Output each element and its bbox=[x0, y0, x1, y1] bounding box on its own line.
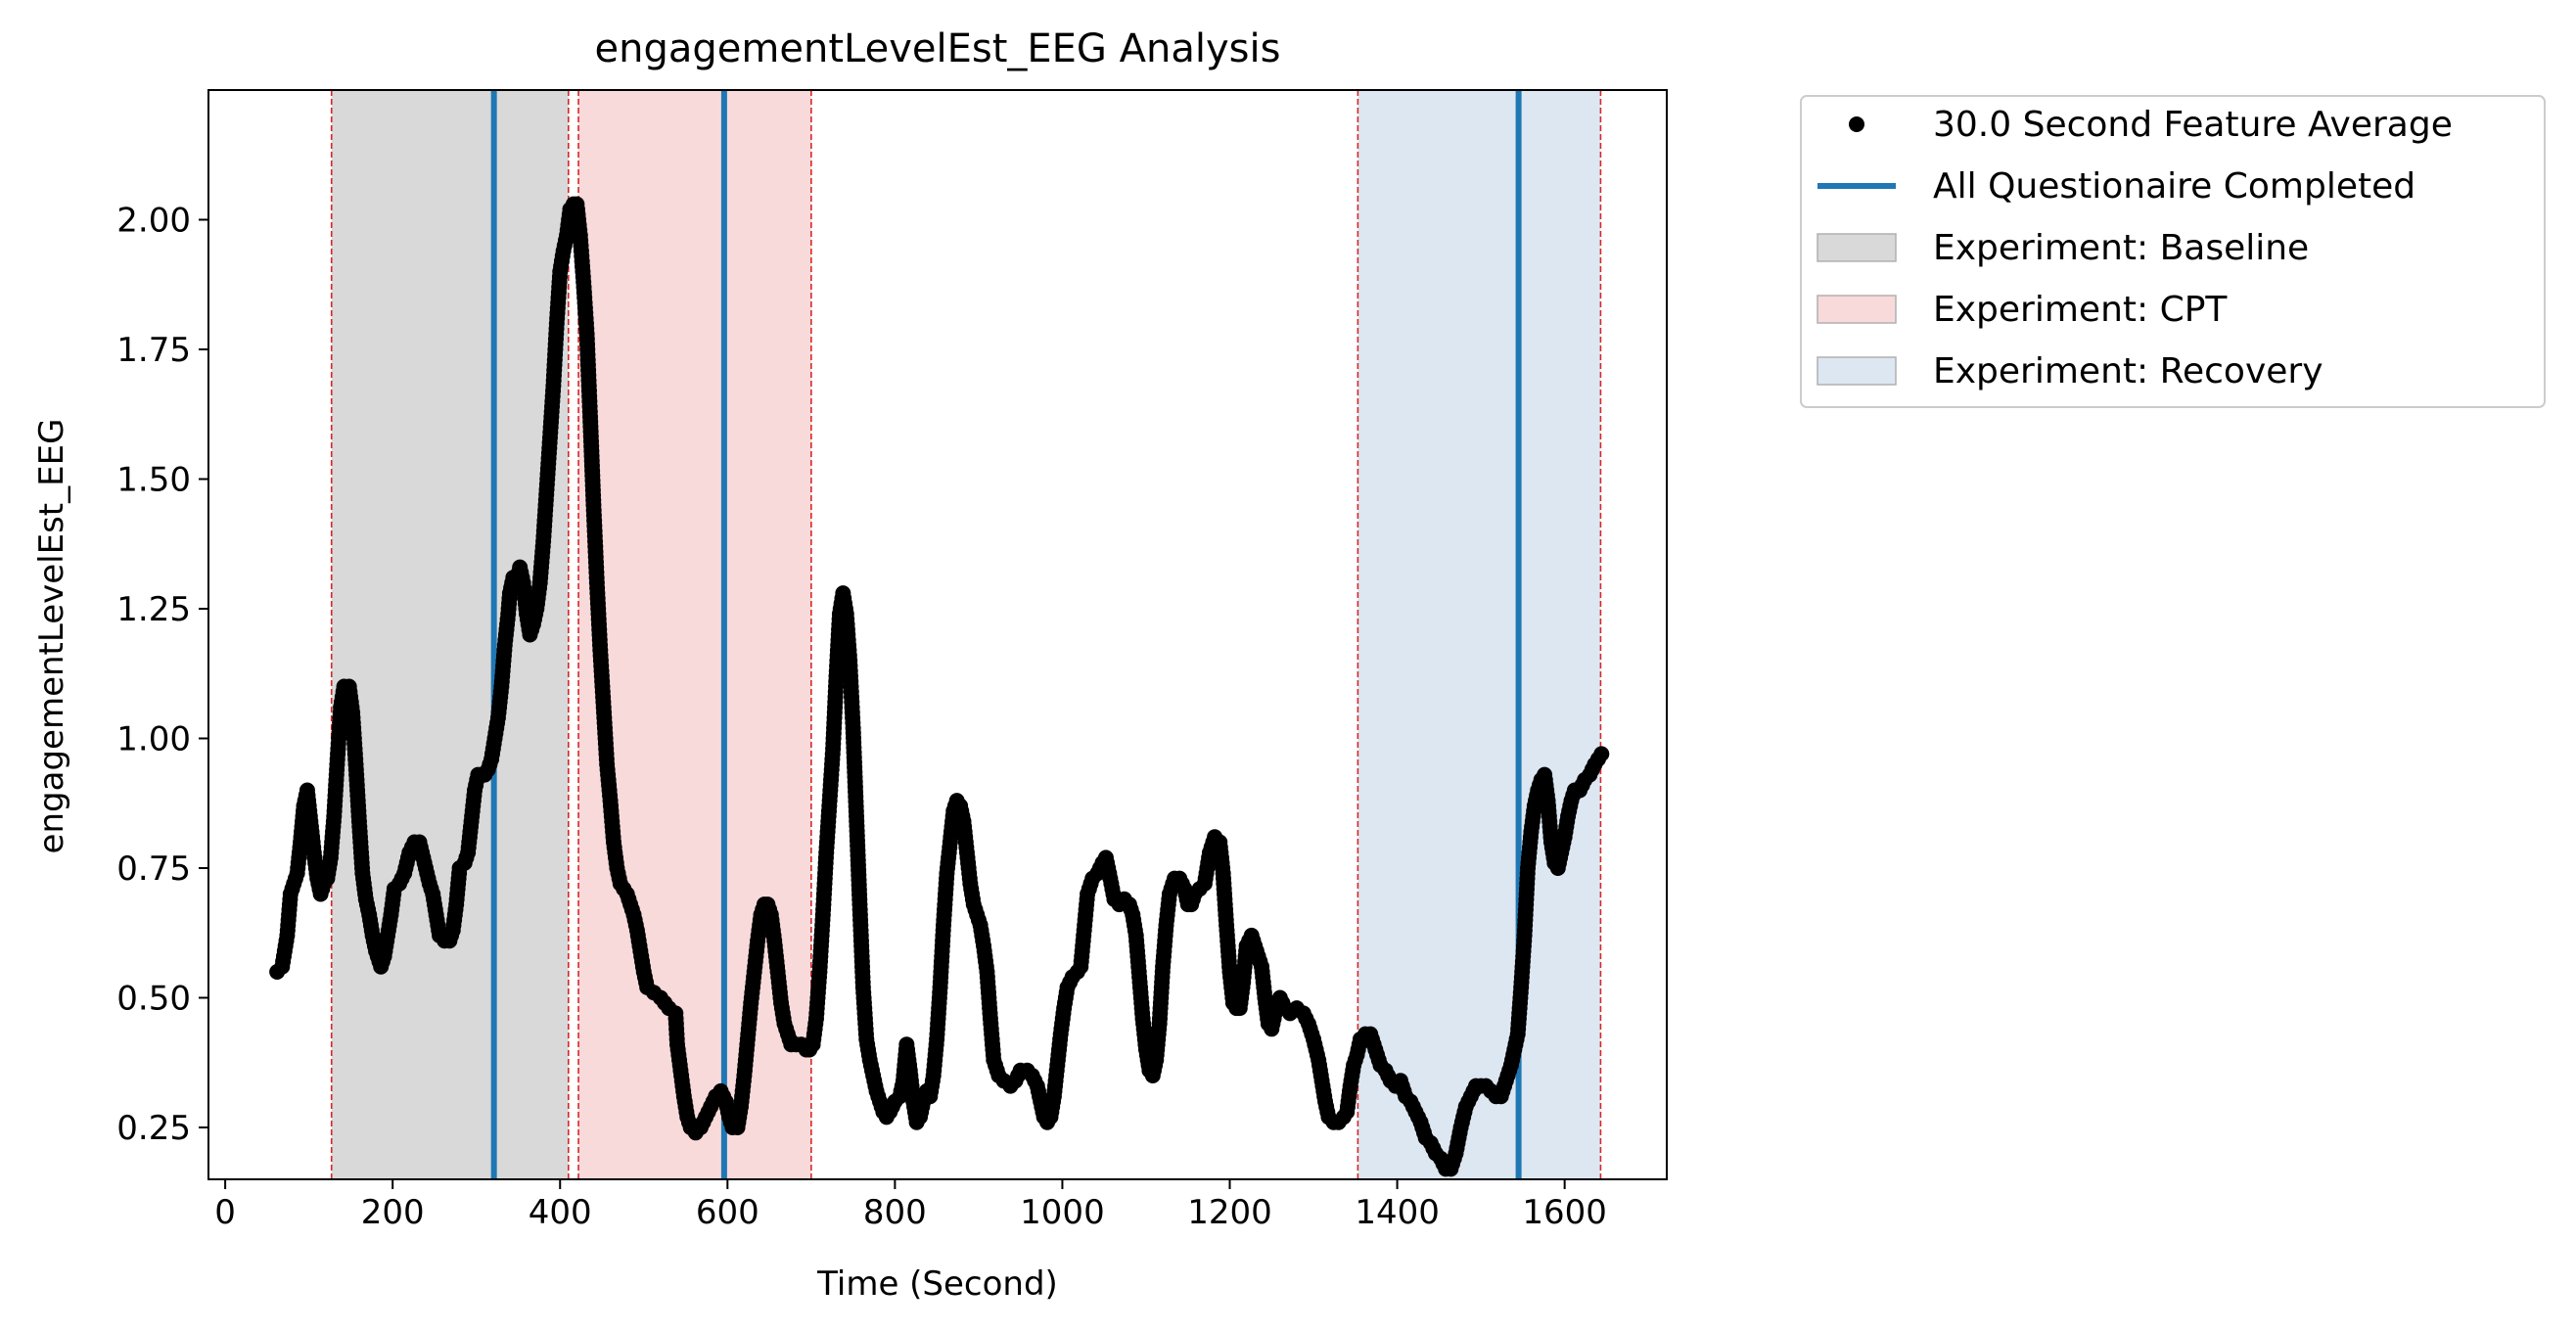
y-tick-label: 0.75 bbox=[116, 850, 191, 889]
legend-marker-icon bbox=[1849, 116, 1864, 132]
x-tick-label: 400 bbox=[529, 1193, 592, 1232]
legend-label: All Questionaire Completed bbox=[1933, 166, 2415, 207]
data-points bbox=[269, 196, 1610, 1177]
y-tick-label: 2.00 bbox=[116, 202, 191, 241]
span-region bbox=[1357, 90, 1601, 1179]
y-tick-label: 1.50 bbox=[116, 461, 191, 500]
x-axis-label: Time (Second) bbox=[816, 1264, 1058, 1304]
legend-patch-icon bbox=[1817, 295, 1897, 324]
legend-patch-icon bbox=[1817, 233, 1897, 262]
legend-label: Experiment: Recovery bbox=[1933, 351, 2323, 391]
legend-patch-icon bbox=[1817, 356, 1897, 386]
y-axis-label: engagementLevelEst_EEG bbox=[32, 419, 71, 854]
data-point bbox=[1593, 746, 1610, 762]
x-tick-label: 1200 bbox=[1187, 1193, 1272, 1232]
plot-frame bbox=[207, 89, 1668, 1180]
y-axis-ticks: 0.25 0.50 0.75 1.00 1.25 1.50 1.75 2.00 bbox=[116, 202, 208, 1148]
x-tick-label: 800 bbox=[863, 1193, 927, 1232]
x-tick-label: 600 bbox=[696, 1193, 759, 1232]
y-tick-label: 0.25 bbox=[116, 1109, 191, 1148]
y-tick-label: 1.00 bbox=[116, 720, 191, 759]
x-axis-ticks: 0 200 400 600 800 1000 1200 1400 1600 bbox=[214, 1179, 1607, 1232]
legend-label: Experiment: Baseline bbox=[1933, 228, 2309, 268]
y-tick-label: 1.75 bbox=[116, 331, 191, 370]
legend: 30.0 Second Feature Average All Questiona… bbox=[1800, 95, 2546, 408]
chart-title: engagementLevelEst_EEG Analysis bbox=[595, 26, 1281, 71]
x-tick-label: 1000 bbox=[1020, 1193, 1105, 1232]
x-tick-label: 200 bbox=[361, 1193, 425, 1232]
y-tick-label: 0.50 bbox=[116, 980, 191, 1019]
y-tick-label: 1.25 bbox=[116, 590, 191, 629]
span-region bbox=[578, 90, 811, 1179]
legend-box bbox=[1800, 95, 2546, 408]
x-tick-label: 0 bbox=[214, 1193, 236, 1232]
x-tick-label: 1600 bbox=[1522, 1193, 1607, 1232]
legend-label: 30.0 Second Feature Average bbox=[1933, 105, 2453, 145]
legend-label: Experiment: CPT bbox=[1933, 290, 2228, 330]
x-tick-label: 1400 bbox=[1355, 1193, 1440, 1232]
